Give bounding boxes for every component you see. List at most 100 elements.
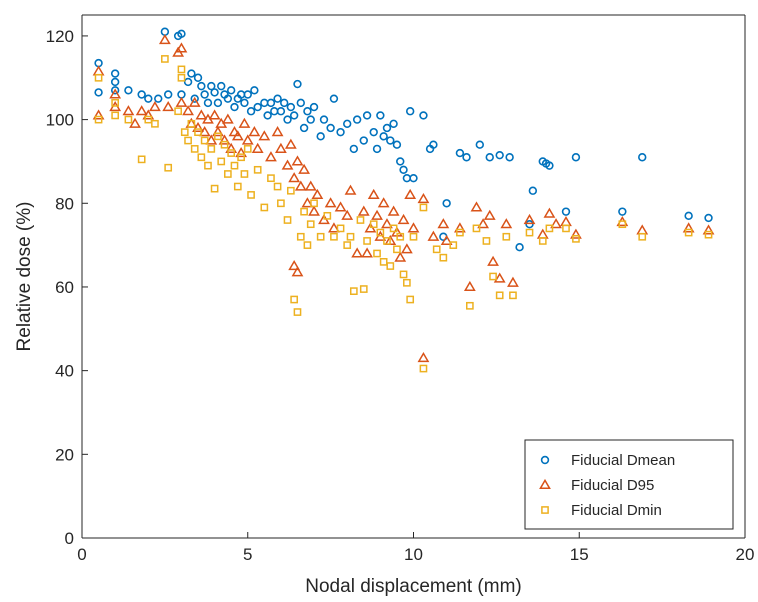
data-point-square-24 (217, 157, 226, 166)
data-point-triangle-88 (523, 213, 536, 225)
data-point-square-79 (482, 237, 491, 245)
data-point-circle-41 (276, 107, 286, 116)
data-point-triangle-81 (470, 201, 483, 212)
data-point-circle-24 (217, 81, 226, 91)
data-point-circle-56 (336, 127, 345, 137)
data-point-square-36 (267, 174, 275, 183)
data-point-square-29 (233, 182, 242, 191)
data-point-triangle-58 (357, 205, 370, 216)
data-point-square-14 (184, 136, 192, 145)
data-point-square-13 (180, 128, 189, 137)
data-point-triangle-19 (198, 126, 211, 137)
data-point-circle-10 (163, 90, 173, 99)
data-point-square-78 (472, 224, 481, 233)
data-point-square-21 (207, 145, 216, 153)
data-point-triangle-56 (344, 184, 357, 195)
data-point-triangle-78 (440, 234, 453, 245)
data-point-triangle-27 (225, 142, 238, 153)
data-point-circle-79 (442, 199, 451, 208)
data-point-triangle-16 (188, 96, 201, 107)
data-point-circle-34 (250, 86, 259, 95)
data-point-triangle-71 (400, 243, 413, 254)
data-point-square-6 (144, 115, 153, 124)
data-point-square-72 (419, 203, 428, 212)
data-point-square-88 (572, 234, 580, 243)
data-point-circle-75 (419, 111, 428, 120)
data-point-triangle-52 (324, 197, 337, 208)
data-point-circle-26 (223, 94, 233, 103)
data-point-square-67 (399, 270, 408, 279)
data-point-circle-88 (528, 186, 538, 195)
data-point-square-66 (396, 232, 405, 241)
data-point-circle-7 (144, 94, 153, 103)
data-point-square-31 (240, 170, 249, 178)
data-point-circle-43 (283, 115, 292, 124)
data-point-square-82 (502, 232, 511, 241)
data-point-triangle-13 (175, 96, 188, 107)
data-point-square-42 (293, 308, 302, 316)
data-point-circle-62 (369, 127, 378, 137)
data-point-circle-32 (243, 90, 252, 99)
data-point-circle-53 (319, 115, 329, 124)
data-point-triangle-85 (493, 272, 506, 283)
data-point-square-87 (562, 224, 570, 233)
data-point-circle-91 (545, 161, 554, 170)
y-tick-label-1: 20 (55, 445, 74, 464)
data-point-square-68 (403, 278, 411, 287)
data-point-circle-63 (372, 144, 382, 154)
data-point-square-86 (545, 224, 554, 233)
data-point-circle-64 (376, 111, 385, 120)
data-point-circle-20 (203, 98, 213, 108)
data-point-circle-71 (399, 165, 408, 175)
x-tick-label-2: 10 (404, 545, 423, 564)
data-point-circle-31 (240, 98, 249, 108)
data-point-triangle-65 (381, 218, 393, 229)
legend-label: Fiducial Dmean (571, 452, 675, 469)
data-point-triangle-26 (221, 113, 234, 124)
triangle-marker-icon (539, 478, 551, 490)
data-point-square-57 (363, 237, 371, 245)
x-axis-label: Nodal displacement (mm) (305, 576, 521, 597)
data-point-triangle-29 (231, 130, 244, 141)
data-point-square-64 (389, 224, 398, 233)
data-point-square-48 (316, 232, 325, 241)
data-point-circle-49 (303, 107, 312, 116)
data-point-circle-52 (316, 132, 325, 141)
data-point-square-54 (349, 287, 358, 295)
data-point-circle-37 (263, 111, 272, 120)
data-point-square-12 (177, 65, 186, 74)
data-point-square-73 (432, 245, 441, 254)
x-tick-label-3: 15 (570, 545, 589, 564)
data-point-square-81 (495, 291, 504, 300)
data-point-square-52 (343, 241, 352, 249)
data-point-triangle-40 (284, 138, 297, 149)
data-point-circle-86 (515, 243, 524, 252)
data-point-square-62 (383, 237, 391, 245)
data-point-square-53 (346, 232, 355, 241)
data-point-square-1 (94, 115, 103, 124)
data-point-square-69 (406, 295, 415, 304)
data-point-square-74 (439, 253, 448, 262)
data-point-triangle-46 (298, 163, 311, 174)
data-point-triangle-5 (129, 117, 141, 128)
data-point-square-59 (373, 249, 381, 258)
data-point-circle-51 (309, 102, 319, 112)
data-point-square-27 (227, 149, 236, 157)
data-point-triangle-21 (205, 134, 218, 145)
data-point-square-92 (704, 230, 713, 239)
data-point-triangle-75 (417, 193, 430, 204)
data-point-square-89 (618, 220, 627, 229)
y-tick-label-6: 120 (46, 27, 74, 46)
data-point-triangle-47 (301, 197, 314, 208)
data-point-triangle-36 (265, 151, 277, 162)
data-point-circle-58 (349, 144, 359, 154)
data-point-circle-48 (299, 123, 309, 133)
data-point-triangle-62 (371, 209, 383, 220)
data-point-square-46 (306, 220, 315, 229)
data-point-triangle-35 (258, 130, 271, 141)
data-point-triangle-2 (109, 88, 122, 99)
legend-item: Fiducial D95 (539, 477, 654, 494)
data-point-square-5 (137, 155, 146, 164)
data-point-triangle-64 (377, 197, 390, 208)
data-layer (92, 27, 715, 373)
